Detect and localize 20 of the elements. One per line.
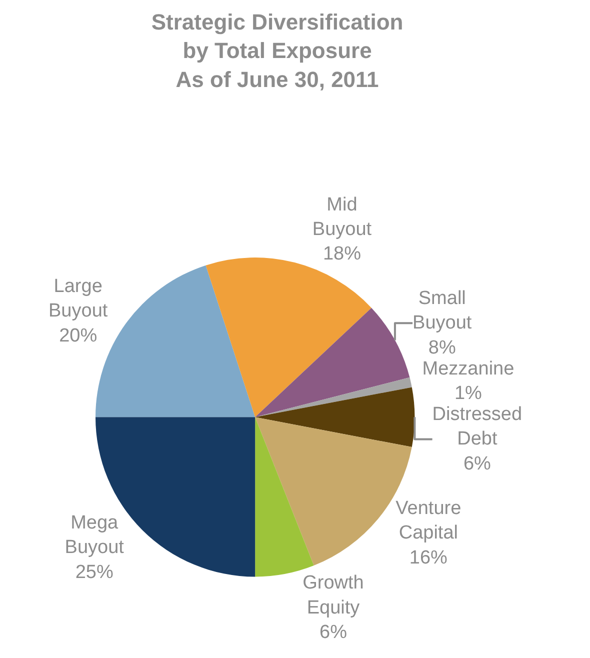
data-label: 16%: [409, 547, 448, 568]
data-label: 6%: [319, 622, 348, 644]
slice-label: Large Buyout: [48, 276, 108, 322]
pie-slice: [255, 377, 412, 418]
data-label: 18%: [322, 244, 362, 265]
data-label: 6%: [463, 453, 492, 474]
slice-label: Venture Capital: [396, 498, 462, 544]
data-label: 20%: [59, 325, 98, 346]
pie-slice: [255, 308, 410, 418]
data-label: 25%: [75, 562, 114, 583]
slice-label: Mezzanine: [422, 358, 514, 380]
slice-label: Distressed Debt: [432, 404, 522, 450]
slice-label: Growth Equity: [302, 572, 364, 618]
slice-label: Mid Buyout: [312, 194, 372, 240]
slice-label: Small Buyout: [412, 288, 472, 334]
data-label: 8%: [428, 337, 456, 358]
chart-title: Strategic Diversification by Total Exposure As of June 30, 2011: [151, 10, 404, 92]
slice-label: Mega Buyout: [64, 512, 125, 558]
pie-slice: [255, 387, 415, 448]
data-label: 1%: [454, 383, 482, 404]
